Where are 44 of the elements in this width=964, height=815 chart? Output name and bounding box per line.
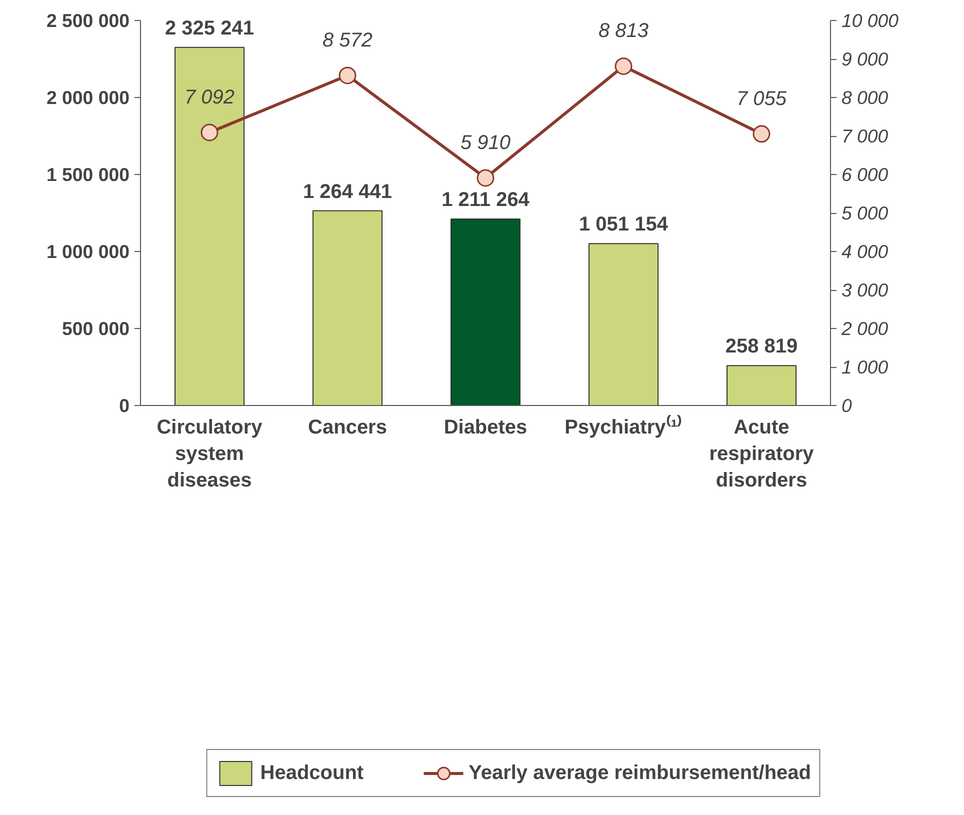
y2-tick-label: 1 000	[842, 356, 889, 378]
data-label: 8 572	[322, 29, 373, 52]
data-label: 8 813	[598, 20, 649, 42]
y2-tick-label: 5 000	[842, 202, 889, 224]
y-tick-label: 0	[119, 395, 130, 416]
y2-tick-label: 0	[842, 395, 852, 416]
bar	[588, 243, 658, 406]
data-label: 7 092	[184, 86, 235, 108]
bar	[450, 218, 520, 406]
x-tick-label: Acute respiratory disorders	[709, 416, 815, 492]
bar	[312, 210, 382, 406]
point	[200, 124, 218, 142]
bar	[726, 365, 796, 406]
x-tick-label: Diabetes	[444, 416, 528, 438]
data-label: 1 211 264	[442, 188, 530, 211]
y-tick-label: 1 500 000	[46, 164, 130, 185]
y-tick-label: 2 000 000	[46, 87, 130, 108]
data-label: 7 055	[736, 88, 788, 110]
legend-label: Headcount	[260, 762, 364, 784]
y-tick-label: 1 000 000	[46, 241, 130, 262]
x-tick-label: Circulatory system diseases	[156, 416, 264, 492]
data-label: 5 910	[460, 132, 511, 154]
point	[752, 125, 770, 143]
data-label: 2 325 241	[165, 17, 254, 40]
point	[614, 57, 632, 75]
data-label: 1 051 154	[579, 214, 669, 236]
point	[338, 66, 356, 84]
y2-tick-label: 4 000	[842, 241, 889, 262]
y2-tick-label: 7 000	[842, 126, 889, 146]
y-tick-label: 500 000	[62, 318, 130, 339]
y2-tick-label: 9 000	[842, 48, 889, 70]
x-tick-label: Psychiatry⁽¹⁾	[564, 414, 682, 438]
y2-tick-label: 10 000	[842, 10, 900, 31]
y-tick-label: 2 500 000	[46, 10, 130, 31]
y2-tick-label: 6 000	[842, 164, 889, 185]
y2-tick-label: 8 000	[842, 87, 889, 108]
legend-label: Yearly average reimbursement/head	[468, 762, 811, 784]
data-label: 1 264 441	[303, 180, 392, 203]
y2-tick-label: 2 000	[840, 318, 889, 339]
data-label: 258 819	[725, 336, 798, 358]
x-tick-label: Cancers	[308, 416, 387, 438]
y2-tick-label: 3 000	[842, 280, 889, 300]
point	[476, 169, 494, 187]
bar	[174, 46, 244, 406]
